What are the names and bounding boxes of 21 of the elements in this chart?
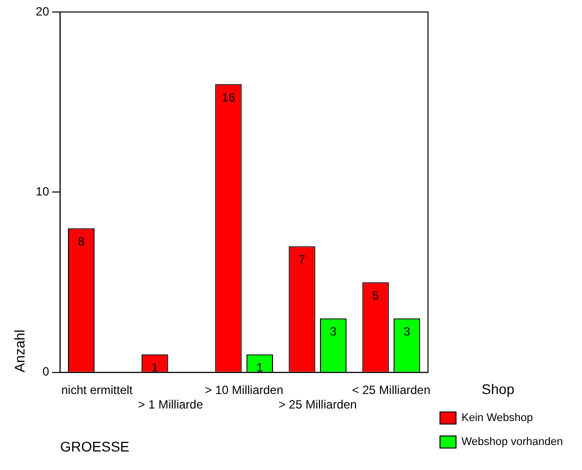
x-axis-title: GROESSE: [60, 438, 130, 454]
legend-label: Kein Webshop: [462, 412, 533, 424]
data-label: 1: [256, 360, 264, 375]
data-label: 7: [298, 252, 306, 267]
x-tick-label: > 25 Milliarden: [278, 397, 357, 412]
data-label: 5: [372, 288, 380, 303]
y-tick-label: 10: [36, 184, 50, 199]
data-label: 3: [404, 324, 411, 339]
y-tick-label: 20: [36, 4, 50, 18]
data-label: 3: [330, 324, 337, 339]
data-label: 1: [152, 360, 159, 375]
legend-title: Shop: [482, 381, 515, 398]
x-tick-label: nicht ermittelt: [61, 382, 134, 397]
legend-label: Webshop vorhanden: [462, 436, 563, 448]
data-label: 16: [222, 90, 236, 104]
x-tick-label: < 25 Milliarden: [352, 382, 430, 397]
data-label: 8: [78, 234, 85, 249]
y-tick-label: 0: [42, 364, 50, 379]
x-tick-label: > 10 Milliarden: [204, 382, 284, 397]
x-tick-label: > 1 Milliarde: [138, 397, 204, 412]
y-axis-title: Anzahl: [11, 330, 28, 372]
